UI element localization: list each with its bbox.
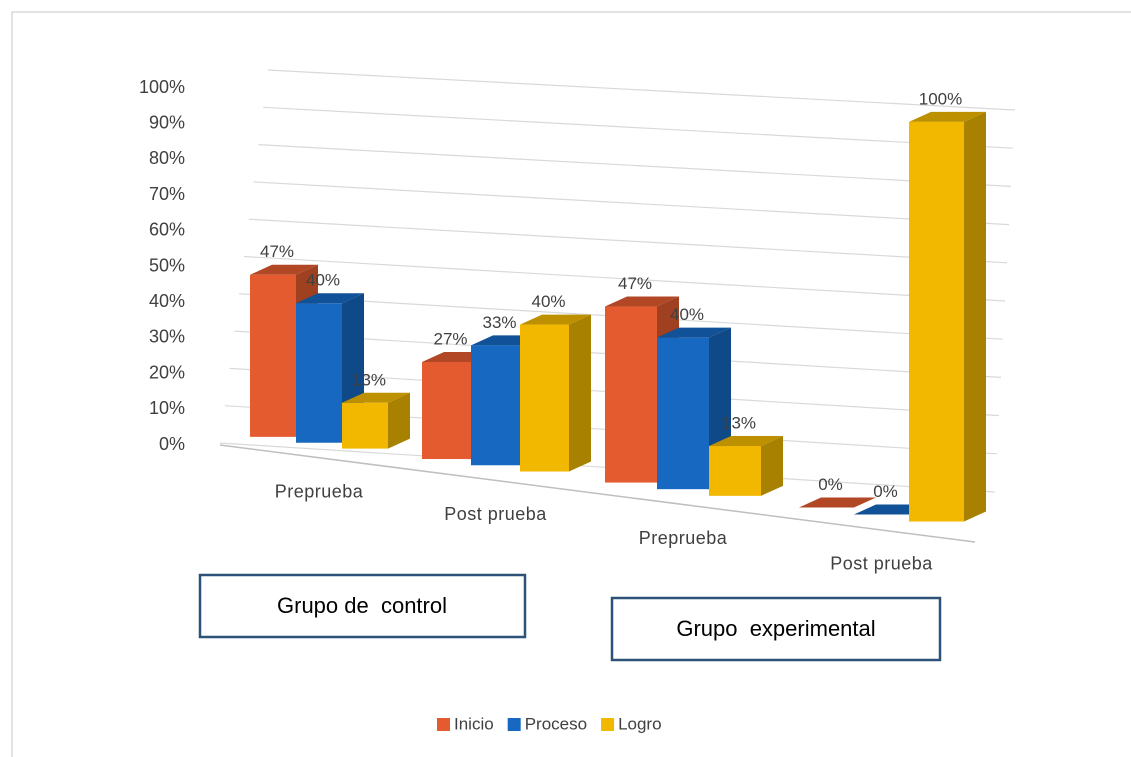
bar — [296, 303, 342, 443]
bar — [657, 337, 709, 490]
grid-line — [248, 218, 1008, 264]
grid-line — [267, 69, 1016, 111]
bar-side — [761, 436, 783, 496]
bar-top — [250, 264, 318, 275]
y-tick-label: 30% — [149, 327, 185, 347]
bar-top — [296, 293, 364, 304]
y-tick-label: 100% — [139, 77, 185, 97]
legend-label: Proceso — [525, 714, 587, 733]
bar-top — [799, 497, 876, 508]
data-label: 100% — [919, 89, 962, 108]
bar-top — [342, 392, 410, 403]
grid-line — [243, 255, 1006, 302]
group-box — [610, 596, 942, 662]
chart-frame — [11, 11, 1131, 757]
x-tick-label: Post prueba — [444, 504, 547, 524]
bar-side — [569, 314, 591, 472]
legend-swatch — [437, 718, 450, 731]
bar-top — [657, 327, 731, 338]
x-tick-label: Preprueba — [639, 528, 728, 548]
bar-top — [520, 314, 591, 325]
bar-top — [605, 296, 679, 307]
bar-top — [909, 111, 986, 122]
y-tick-label: 40% — [149, 291, 185, 311]
y-tick-label: 80% — [149, 148, 185, 168]
data-label: 47% — [260, 242, 294, 261]
x-tick-label: Preprueba — [275, 481, 364, 501]
bar — [709, 446, 761, 496]
bar-side — [964, 111, 986, 522]
bar — [909, 121, 964, 522]
group-label: Grupo experimental — [676, 616, 875, 641]
legend-label: Inicio — [454, 714, 494, 733]
y-tick-label: 0% — [159, 434, 185, 454]
plot: 0% 10% 20% 30% 40% 50% 60% 70% 80% 90% 100% 47% 40% 1… — [139, 69, 1016, 733]
y-tick-label: 50% — [149, 255, 185, 275]
bar-side — [388, 392, 410, 449]
data-label: 33% — [482, 313, 516, 332]
bar — [250, 274, 296, 437]
data-label: 27% — [433, 329, 467, 348]
grid-line — [258, 144, 1012, 187]
data-label: 40% — [306, 271, 340, 290]
bar — [471, 345, 520, 466]
grid-line — [263, 106, 1014, 149]
y-tick-label: 10% — [149, 398, 185, 418]
group-box — [198, 573, 527, 639]
bar — [520, 324, 569, 472]
floor-edge — [219, 444, 976, 543]
data-label: 47% — [618, 274, 652, 293]
y-tick-label: 90% — [149, 112, 185, 132]
data-label: 40% — [670, 305, 704, 324]
bar — [342, 402, 388, 449]
data-label: 0% — [873, 482, 898, 501]
bar-top — [709, 436, 783, 447]
y-tick-label: 20% — [149, 362, 185, 382]
data-label: 40% — [531, 292, 565, 311]
data-label: 13% — [722, 414, 756, 433]
y-tick-label: 60% — [149, 220, 185, 240]
x-tick-label: Post prueba — [830, 553, 933, 573]
y-tick-label: 70% — [149, 184, 185, 204]
grid-line — [253, 181, 1010, 226]
data-label: 13% — [352, 370, 386, 389]
data-label: 0% — [818, 475, 843, 494]
legend-swatch — [601, 718, 615, 731]
bar — [605, 306, 657, 483]
legend-label: Logro — [618, 714, 661, 733]
bar — [422, 362, 471, 460]
group-label: Grupo de control — [277, 593, 447, 618]
legend-swatch — [507, 718, 521, 731]
